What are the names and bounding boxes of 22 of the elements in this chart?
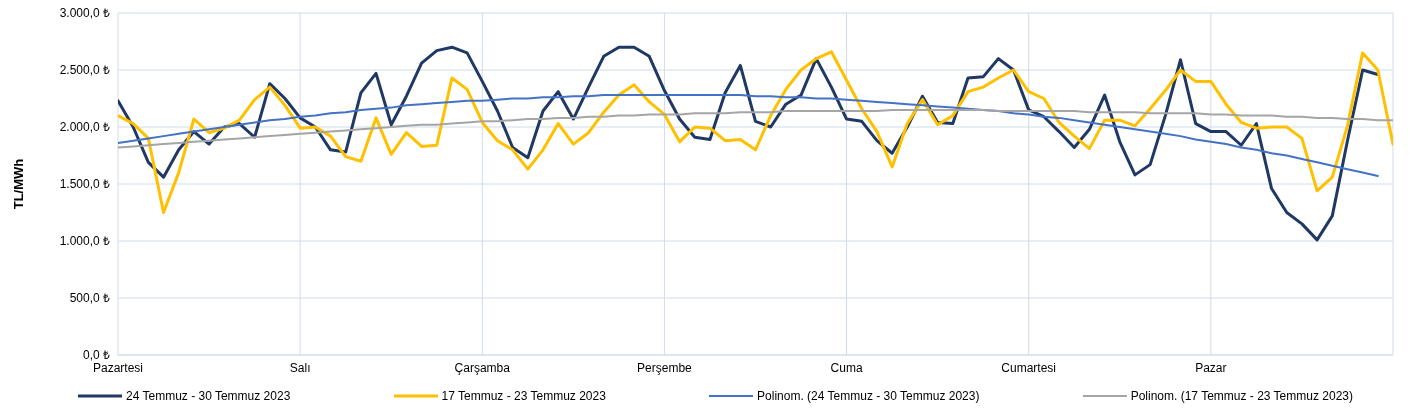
legend-label: Polinom. (17 Temmuz - 23 Temmuz 2023)	[1130, 389, 1353, 403]
x-tick-label: Çarşamba	[454, 360, 511, 375]
legend-label: Polinom. (24 Temmuz - 30 Temmuz 2023)	[757, 389, 980, 403]
x-tick-label: Perşembe	[637, 360, 693, 375]
legend-label: 17 Temmuz - 23 Temmuz 2023	[441, 389, 606, 403]
x-tick-label: Cumartesi	[1001, 360, 1057, 375]
line-series	[118, 108, 1393, 149]
y-tick-label: 3.000,0 ₺	[59, 6, 110, 21]
y-tick-label: 2.500,0 ₺	[59, 63, 110, 78]
x-tick-label: Pazar	[1195, 360, 1227, 375]
line-series	[118, 94, 1379, 178]
legend-label: 24 Temmuz - 30 Temmuz 2023	[126, 389, 291, 403]
x-tick-label: Cuma	[830, 360, 863, 375]
y-tick-label: 1.500,0 ₺	[59, 177, 110, 192]
line-series	[118, 50, 1393, 214]
y-axis-title: TL/MWh	[10, 158, 26, 210]
x-tick-label: Pazartesi	[92, 360, 144, 375]
y-tick-label: 2.000,0 ₺	[59, 120, 110, 135]
y-tick-label: 1.000,0 ₺	[59, 234, 110, 249]
y-tick-label: 500,0 ₺	[69, 291, 110, 306]
x-tick-label: Salı	[289, 360, 311, 375]
y-tick-label: 0,0 ₺	[82, 348, 110, 363]
